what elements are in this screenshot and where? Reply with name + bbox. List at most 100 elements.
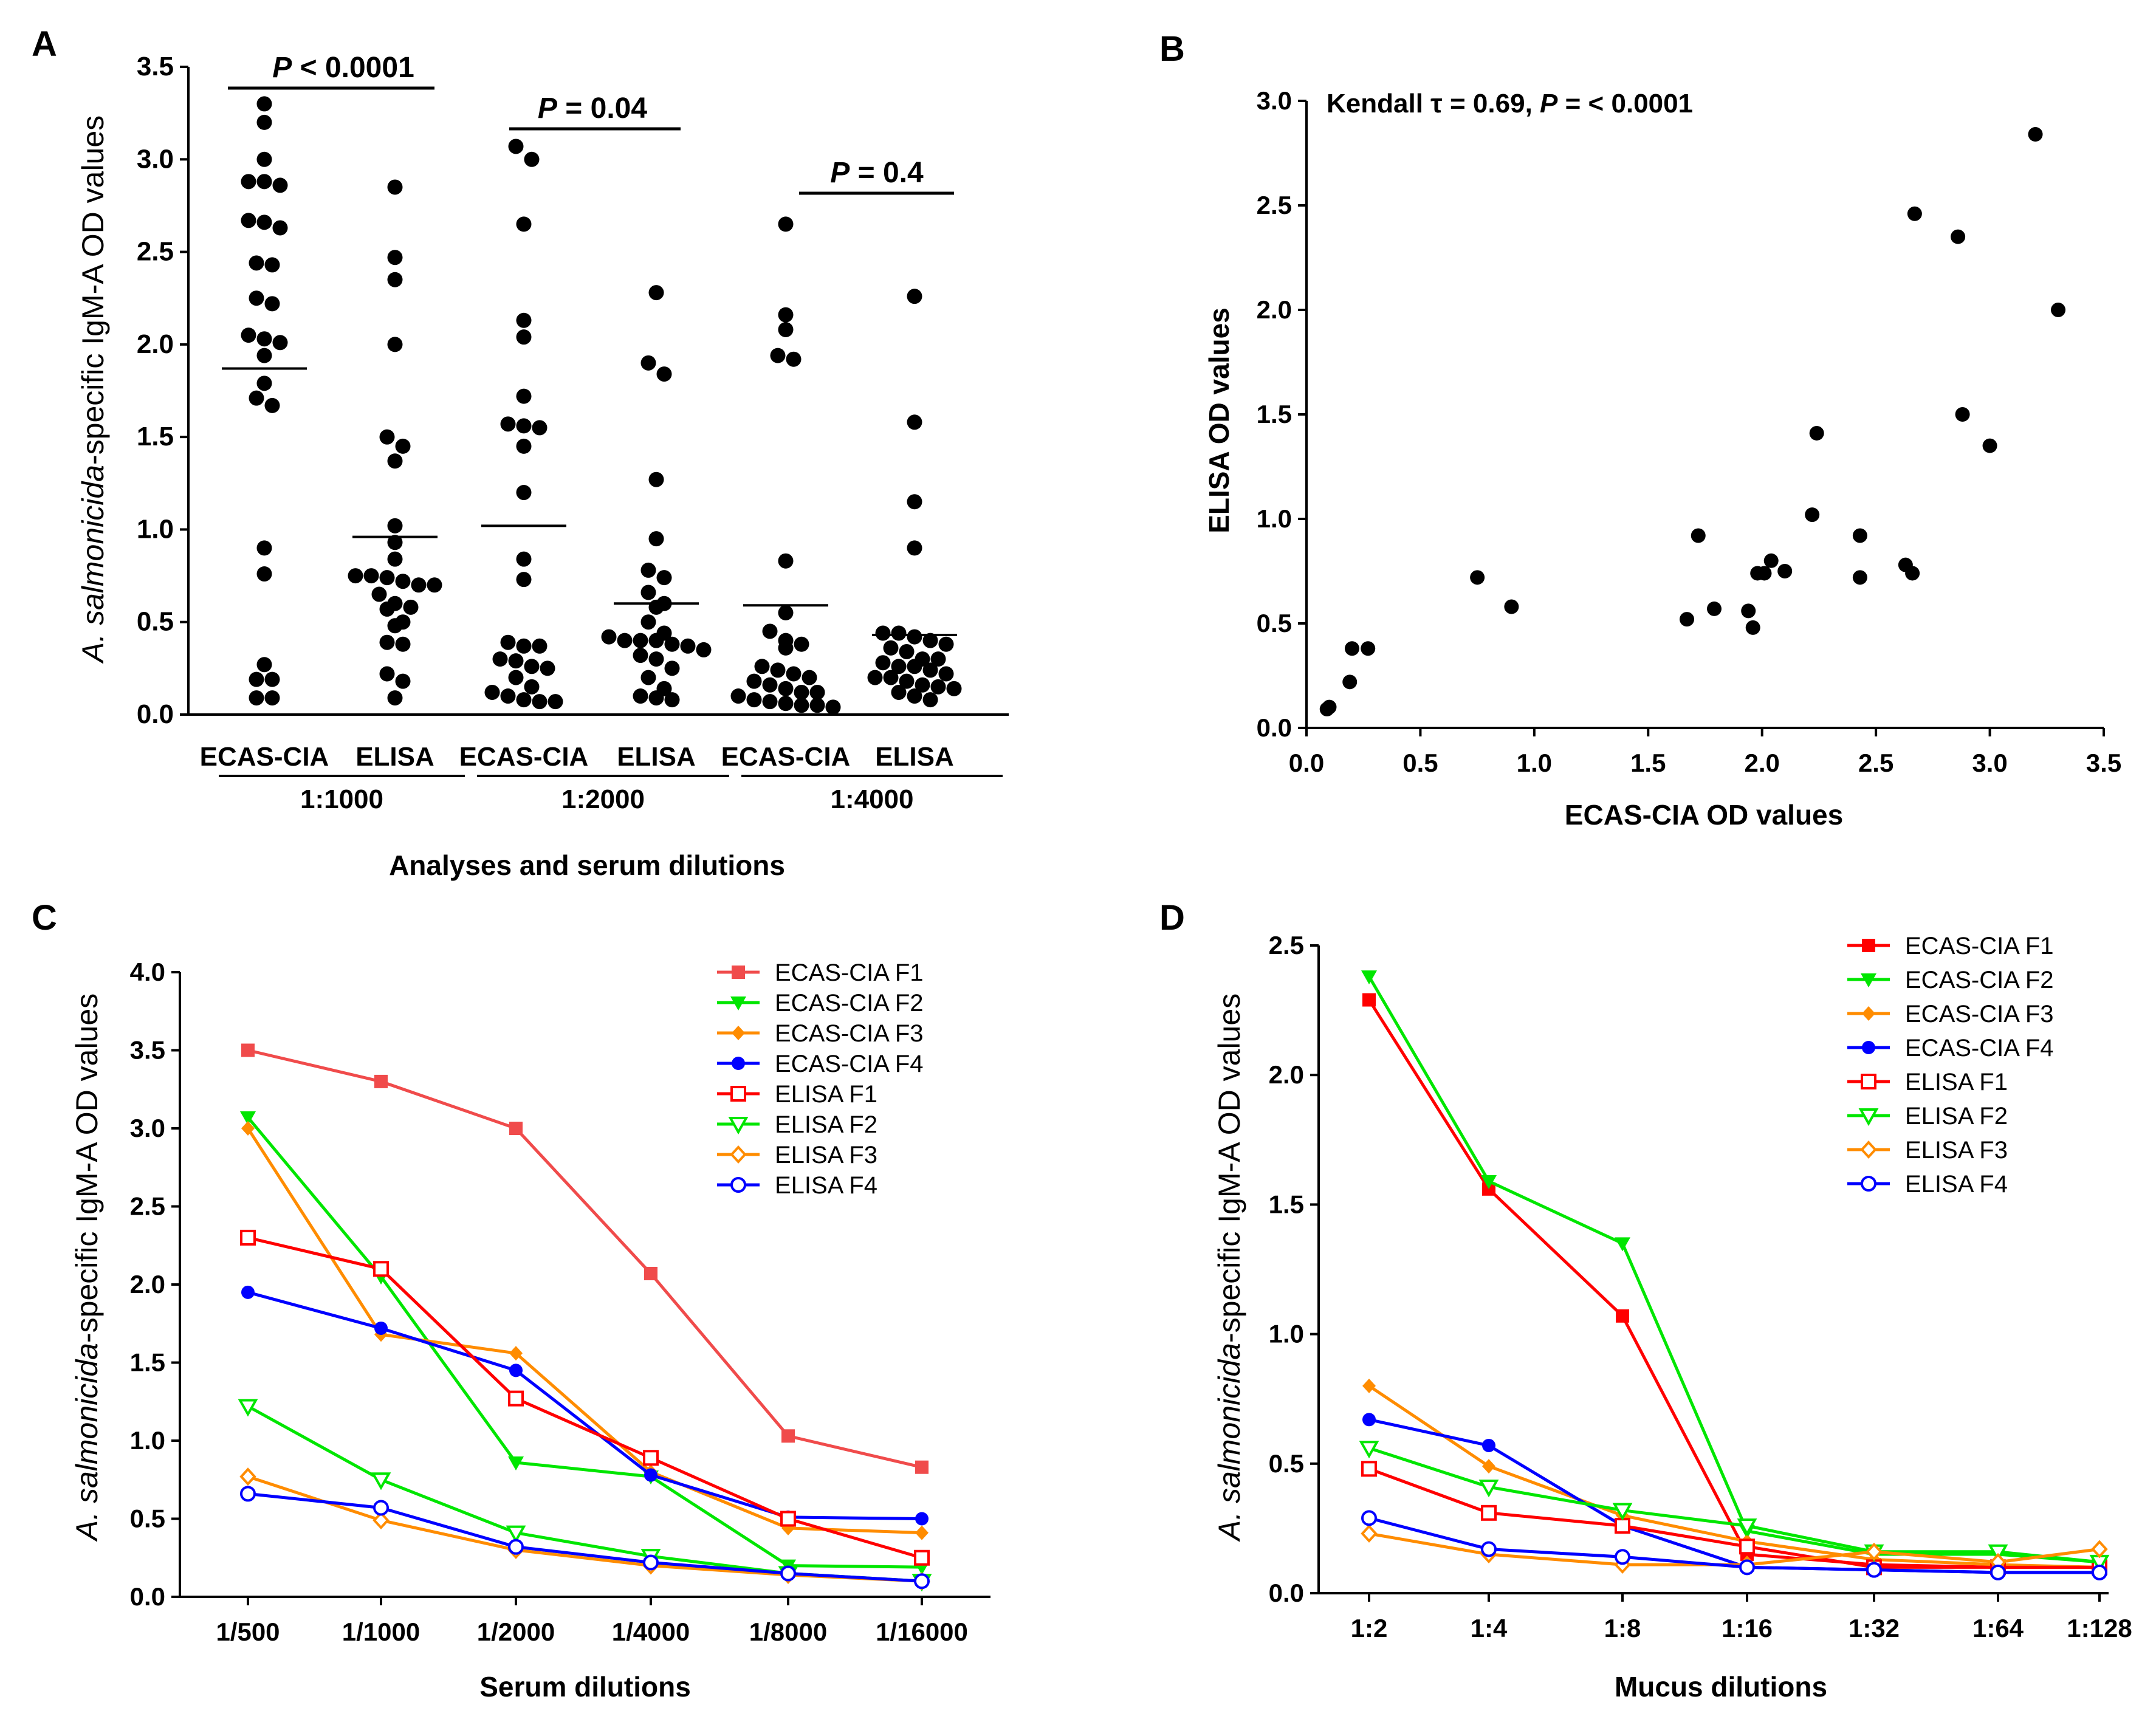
panel-b-data-point xyxy=(1344,641,1359,656)
panel-a-data-point xyxy=(387,551,403,567)
panel-d-data-point xyxy=(1616,1309,1629,1323)
panel-a-data-point xyxy=(664,636,680,652)
panel-c-series-line xyxy=(247,1116,922,1569)
panel-c-data-point xyxy=(780,1565,796,1582)
panel-d-legend-marker xyxy=(1862,939,1875,952)
panel-b-data-point xyxy=(1691,528,1706,543)
panel-c-data-point xyxy=(240,1229,256,1246)
panel-c-data-point xyxy=(509,1346,523,1361)
panel-a-data-point xyxy=(492,651,508,667)
panel-d-data-point xyxy=(1359,1441,1379,1459)
panel-c-legend-marker xyxy=(730,1086,746,1102)
panel-a-data-point xyxy=(516,216,532,232)
panel-d-legend-label: ECAS-CIA F1 xyxy=(1905,933,2054,959)
panel-label-b: B xyxy=(1159,29,1185,69)
panel-a-data-point xyxy=(379,429,395,445)
panel-c-data-point xyxy=(241,1285,255,1299)
panel-b-y-axis-label: ELISA OD values xyxy=(1203,307,1235,533)
panel-c-data-point xyxy=(644,1267,657,1281)
panel-d-data-point xyxy=(1866,1562,1882,1578)
panel-d-legend-label: ECAS-CIA F3 xyxy=(1905,1001,2054,1027)
panel-d-y-tick-label: 1.0 xyxy=(1269,1320,1304,1348)
panel-a-data-point xyxy=(786,666,802,682)
panel-a-data-point xyxy=(387,618,403,634)
panel-b-x-tick-label: 0.5 xyxy=(1402,749,1438,777)
panel-b-y-tick-label: 2.0 xyxy=(1257,295,1292,324)
panel-b-data-point xyxy=(1757,566,1772,581)
panel-a-data-point xyxy=(648,651,664,667)
panel-c-y-axis-label: A. salmonicida-specific IgM-A OD values xyxy=(70,993,104,1542)
panel-a-column-label: ELISA xyxy=(355,742,434,772)
panel-d-x-axis-label: Mucus dilutions xyxy=(1615,1671,1827,1703)
panel-a-data-point xyxy=(762,677,778,693)
panel-a-data-point xyxy=(256,657,272,673)
panel-d-legend-label: ELISA F3 xyxy=(1905,1137,2008,1164)
panel-a-data-point xyxy=(915,677,930,693)
panel-c-legend-marker xyxy=(732,966,745,979)
panel-d-y-tick-label: 0.0 xyxy=(1269,1579,1304,1607)
panel-a-data-point xyxy=(907,494,922,510)
panel-d-data-point xyxy=(1737,1518,1757,1537)
panel-a-y-tick-label: 0.5 xyxy=(137,607,174,637)
panel-a-data-point xyxy=(778,640,794,656)
panel-c-data-point xyxy=(643,1554,659,1571)
panel-a-data-point xyxy=(770,348,786,363)
panel-b-data-point xyxy=(2028,127,2043,142)
panel-a-data-point xyxy=(516,551,532,567)
panel-a-data-point xyxy=(922,692,938,708)
panel-d-data-point xyxy=(1482,1459,1495,1474)
panel-a-data-point xyxy=(395,574,411,589)
panel-c-data-point xyxy=(644,1468,657,1482)
panel-a-data-point xyxy=(500,634,516,650)
panel-a-y-tick-label: 2.5 xyxy=(137,237,174,267)
panel-a-data-point xyxy=(249,690,264,706)
panel-b-data-point xyxy=(1955,407,1970,422)
panel-c-data-point xyxy=(914,1549,930,1566)
panel-c-x-tick-label: 1/500 xyxy=(216,1617,280,1646)
panel-c-data-point xyxy=(373,1500,389,1516)
panel-a-data-point xyxy=(379,634,395,650)
panel-d-x-tick-label: 1:32 xyxy=(1849,1614,1900,1642)
panel-c-legend-label: ECAS-CIA F4 xyxy=(775,1051,924,1077)
panel-a-data-point xyxy=(264,690,280,706)
panel-a-data-point xyxy=(256,540,272,556)
panel-b-x-tick-label: 1.0 xyxy=(1517,749,1552,777)
panel-a-data-point xyxy=(508,670,524,685)
panel-c-data-point xyxy=(643,1450,659,1466)
panel-a-data-point xyxy=(946,681,962,696)
panel-a-data-point xyxy=(640,355,656,371)
panel-c-data-point xyxy=(506,1525,526,1543)
panel-a-data-point xyxy=(907,629,922,645)
panel-a-column-label: ELISA xyxy=(617,742,696,772)
panel-a-y-tick-label: 0.0 xyxy=(137,699,174,729)
panel-a-data-point xyxy=(794,698,809,713)
panel-a-data-point xyxy=(746,692,762,708)
panel-a-data-point xyxy=(249,390,264,406)
panel-a-data-point xyxy=(387,179,403,195)
panel-b-data-point xyxy=(1504,599,1519,614)
panel-b-x-tick-label: 0.0 xyxy=(1289,749,1324,777)
panel-a-group-label: 1:1000 xyxy=(300,784,383,814)
panel-d-data-point xyxy=(1361,970,1377,985)
panel-d-data-point xyxy=(1362,1378,1376,1393)
panel-label-c: C xyxy=(32,898,57,938)
panel-b-y-tick-label: 1.5 xyxy=(1257,400,1292,428)
panel-c-data-point xyxy=(915,1460,929,1474)
panel-c-data-point xyxy=(781,1429,795,1443)
panel-d-data-point xyxy=(1362,993,1376,1007)
panel-a-data-point xyxy=(524,659,540,674)
panel-a-data-point xyxy=(387,250,403,266)
panel-a-data-point xyxy=(867,670,883,685)
panel-d-legend-label: ELISA F4 xyxy=(1905,1171,2008,1198)
panel-a-data-point xyxy=(899,643,915,659)
panel-a-data-point xyxy=(770,662,786,678)
panel-a-data-point xyxy=(648,633,664,648)
panel-a-data-point xyxy=(256,174,272,190)
panel-a-data-point xyxy=(648,531,664,547)
panel-a-group-label: 1:4000 xyxy=(830,784,913,814)
panel-d-x-tick-label: 1:128 xyxy=(2067,1614,2132,1642)
panel-d-y-tick-label: 0.5 xyxy=(1269,1449,1304,1478)
panel-a-data-point xyxy=(516,638,532,654)
panel-a-data-point xyxy=(241,213,256,228)
panel-c-data-point xyxy=(915,1512,929,1526)
